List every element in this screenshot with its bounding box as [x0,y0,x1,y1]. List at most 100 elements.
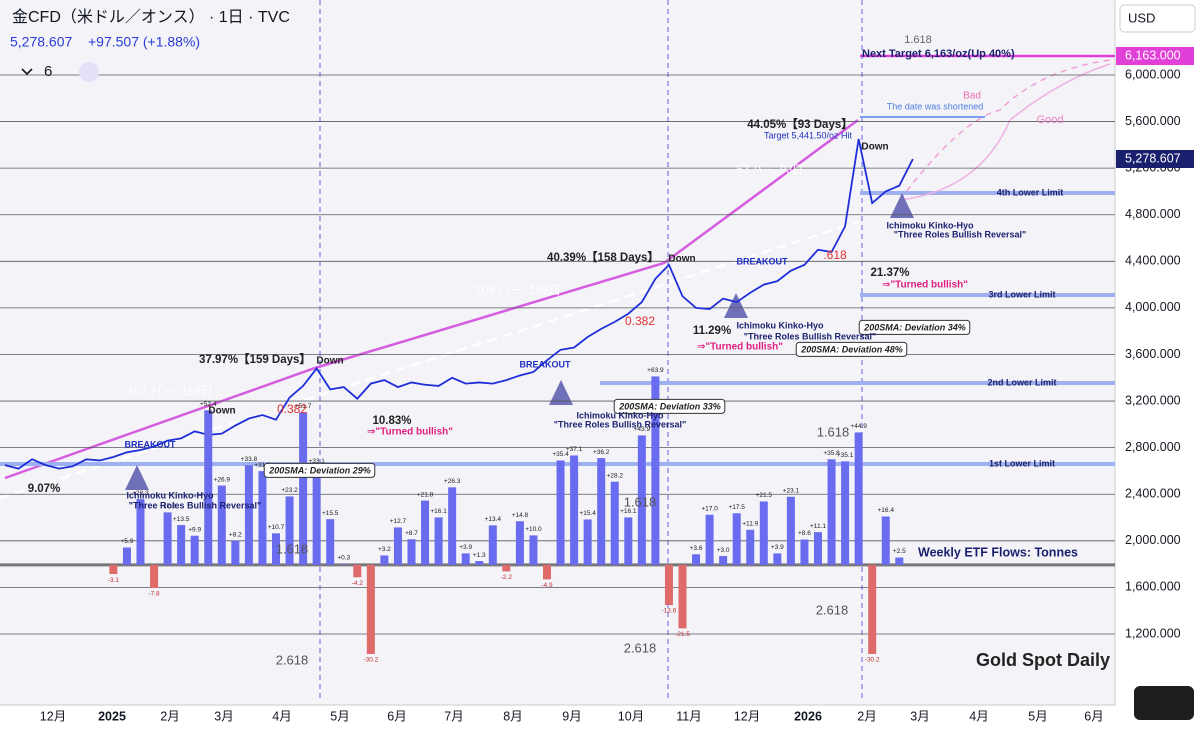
annotation: Ichimoku Kinko-Hyo [576,410,664,420]
etf-bar [299,412,308,565]
x-tick-label: 8月 [503,709,522,723]
annotation-box [263,462,376,478]
etf-bar [339,564,348,565]
etf-bar [868,564,877,654]
annotation: Down [208,406,235,417]
symbol-title: 金CFD（米ドル／オンス） · 1日 · TVC [12,8,290,26]
annotation: 10.83% [372,415,411,427]
etf-bar [190,535,199,565]
annotation: BREAKOUT [737,256,789,266]
bar-label: -4.2 [352,580,364,587]
trend-line [4,118,859,480]
series-name: Weekly ETF Flows: Tonnes [918,545,1078,559]
annotation: 9.07% [28,483,61,495]
collapse-icon[interactable] [21,68,33,76]
etf-bar [732,513,741,565]
bar-label: +43.9 [634,426,651,433]
bar-label: +8.6 [798,530,811,537]
etf-bar [502,564,511,572]
x-tick-label: 3月 [214,709,233,723]
bar-label: +22.3 [132,490,149,497]
annotation: 200SMA: Deviation 34% [863,322,966,332]
bar-label: +15.4 [579,510,596,517]
y-tick-label: 2,000.000 [1125,533,1181,547]
etf-bar [624,517,633,565]
refresh-button[interactable] [79,62,99,82]
annotation: 0.382 [277,402,307,416]
bar-label: -3.1 [108,577,120,584]
tool-button[interactable] [1134,686,1194,720]
bar-label: +15.5 [322,510,339,517]
bar-label: +33.1 [308,458,325,465]
annotation: The date was shortened [887,101,984,111]
annotation: 107 バー, 159日 [127,384,213,398]
y-tick-label: 2,800.000 [1125,440,1181,454]
annotation: 21.37% [870,267,909,279]
etf-bar [475,561,484,565]
annotation: Ichimoku Kinko-Hyo [886,220,974,230]
currency: USD [1128,10,1155,25]
x-tick-label: 2026 [794,709,822,723]
etf-bar [719,556,728,565]
x-tick-label: 6月 [1084,709,1103,723]
etf-bar [814,532,822,565]
annotation: 2nd Lower Limit [987,377,1056,387]
x-tick-label: 2025 [98,709,126,723]
etf-bar [692,554,701,565]
annotation: 2.618 [276,652,309,667]
bar-label: +26.9 [214,476,231,483]
bar-label: -30.2 [865,657,880,664]
x-tick-label: 6月 [387,709,406,723]
marker [890,193,914,218]
annotation: 37.97%【159 Days】 [199,353,311,366]
currency-button[interactable] [1119,4,1196,33]
annotation: 200SMA: Deviation 33% [618,401,721,411]
bar-label: +28.2 [607,472,624,479]
etf-bar [231,540,240,565]
annotation-box [613,398,726,414]
bar-label: +44.9 [850,423,867,430]
annotation: 1.618 [904,34,932,46]
y-tick-label: 4,800.000 [1125,207,1181,221]
x-tick-label: 12月 [40,709,66,723]
annotation: 0.382 [625,314,655,328]
annotation: 11.29% [693,325,731,337]
bar-label: +5.9 [121,538,134,545]
annotation: 200SMA: Deviation 48% [800,344,903,354]
annotation: 1.618 [624,494,657,509]
x-tick-label: 7月 [444,709,463,723]
bar-label: +63.9 [647,367,664,374]
bar-label: +3.9 [771,544,784,551]
bar-label: -13.6 [662,608,677,615]
last-price: 5,278.607 [10,34,72,50]
x-tick-label: 10月 [618,709,644,723]
annotation: Target 5,441.50/oz Hit [764,130,853,140]
bar-label: +13.4 [485,516,502,523]
bar-label: +36.2 [593,449,610,456]
annotation: 40.39%【158 Days】 [547,251,659,264]
price-tag [1116,47,1194,66]
etf-bar [407,539,416,565]
etf-bar [285,496,294,565]
annotation: Down [668,254,695,265]
annotation: 1.618 [276,541,309,556]
etf-bar [651,376,660,565]
annotation: 44.05%【93 Days】 [747,118,852,131]
bar-label: +9.9 [188,526,201,533]
y-tick-label: 4,000.000 [1125,300,1181,314]
etf-bar [163,512,172,565]
etf-bar [258,471,267,565]
x-tick-label: 11月 [676,709,701,723]
bar-label: +35.1 [837,452,854,459]
annotation: Good [1037,114,1064,126]
etf-bar [122,547,131,565]
bar-label: +13.5 [173,516,190,523]
etf-bar [529,535,538,565]
bar-label: +21.8 [417,491,434,498]
x-tick-label: 2月 [160,709,179,723]
bar-label: +10.0 [525,526,542,533]
x-tick-label: 5月 [330,709,349,723]
chart-title: Gold Spot Daily [976,650,1110,670]
bar-label: +11.1 [810,523,826,530]
price-tag-label: 6,163.000 [1125,48,1181,62]
